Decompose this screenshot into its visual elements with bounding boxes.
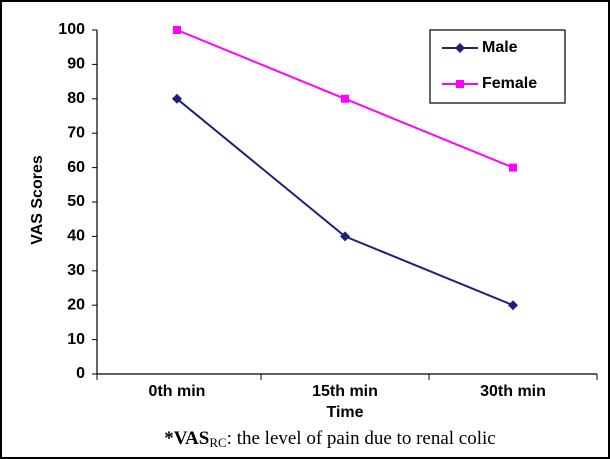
y-tick-label: 10: [67, 331, 85, 348]
marker: [509, 163, 517, 172]
y-tick-label: 100: [58, 21, 85, 38]
footnote: *VASRC: the level of pain due to renal c…: [164, 428, 495, 450]
marker: [172, 93, 182, 104]
x-axis-label: Time: [326, 404, 363, 421]
footnote-text: : the level of pain due to renal colic: [227, 428, 496, 449]
x-tick-label: 0th min: [149, 383, 206, 400]
footnote-subscript: RC: [209, 435, 226, 450]
marker: [340, 231, 350, 242]
marker: [173, 26, 181, 34]
y-tick-label: 60: [67, 159, 85, 176]
y-tick-label: 70: [67, 124, 85, 141]
y-tick-label: 80: [67, 90, 85, 107]
y-tick-label: 90: [67, 56, 85, 73]
x-tick-label: 15th min: [312, 383, 378, 400]
marker: [456, 80, 464, 88]
marker: [508, 300, 518, 311]
y-tick-label: 50: [67, 193, 85, 210]
legend-label: Male: [482, 39, 518, 56]
legend-box: [429, 29, 566, 104]
legend-label: Female: [482, 75, 537, 92]
marker: [341, 94, 349, 103]
footnote-prefix: *VAS: [164, 428, 209, 449]
y-tick-label: 40: [67, 228, 85, 245]
y-tick-label: 30: [67, 262, 85, 279]
marker: [455, 43, 465, 53]
x-tick-label: 30th min: [480, 383, 546, 400]
y-tick-label: 0: [76, 365, 85, 382]
y-axis-label: VAS Scores: [29, 155, 46, 245]
y-tick-label: 20: [67, 296, 85, 313]
